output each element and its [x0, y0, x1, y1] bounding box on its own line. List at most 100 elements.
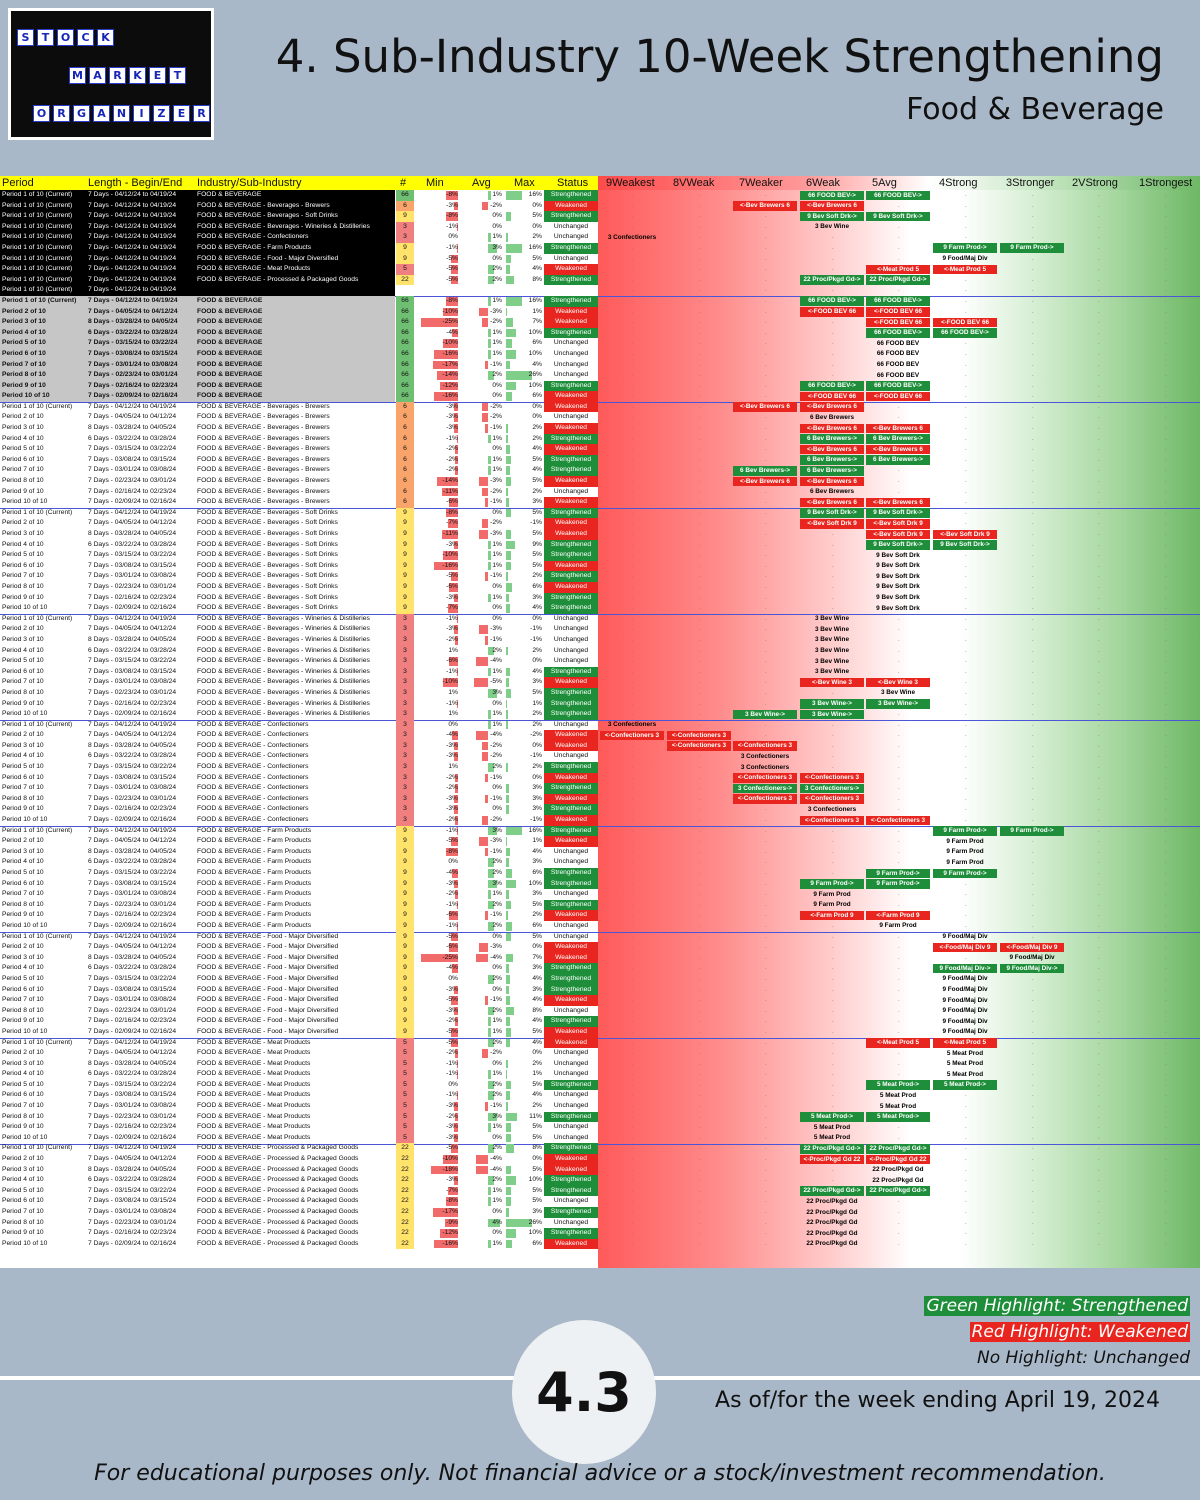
cell-length: 8 Days - 03/28/24 to 04/05/24 [88, 953, 177, 961]
cell-max: -1% [530, 635, 542, 643]
empty-cell: . [898, 806, 900, 813]
cell-max: 4% [532, 847, 542, 855]
cell-min: -1% [446, 1059, 458, 1067]
empty-cell: . [1165, 700, 1167, 707]
empty-cell: . [699, 1177, 701, 1184]
cell-industry: FOOD & BEVERAGE - Meat Products [197, 1049, 311, 1057]
empty-cell: . [1165, 562, 1167, 569]
cell-industry: FOOD & BEVERAGE - Beverages - Soft Drink… [197, 508, 338, 516]
empty-cell: . [832, 361, 834, 368]
level-tag: 22 Proc/Pkgd Gd [806, 1208, 858, 1216]
cell-industry: FOOD & BEVERAGE - Beverages - Brewers [197, 402, 330, 410]
empty-cell: . [1165, 1113, 1167, 1120]
table-row: Period 10 of 10 7 Days - 02/09/24 to 02/1… [0, 815, 1200, 826]
cell-min: -12% [442, 1229, 458, 1237]
empty-cell: . [965, 753, 967, 760]
cell-industry: FOOD & BEVERAGE - Beverages - Wineries &… [197, 625, 370, 633]
cell-max: 3% [532, 805, 542, 813]
empty-cell: . [1032, 986, 1034, 993]
status-badge: Weakened [544, 560, 598, 572]
cell-avg: 0% [492, 445, 502, 453]
cell-min: -6% [446, 498, 458, 506]
cell-count: 6 [396, 412, 414, 424]
min-bar [453, 1133, 458, 1143]
empty-cell: . [965, 1187, 967, 1194]
level-tag: 9 Food/Maj Div [942, 986, 988, 994]
empty-cell: . [1098, 668, 1100, 675]
empty-cell: . [1032, 605, 1034, 612]
cell-count: 22 [396, 1238, 414, 1250]
level-tag: <-Bev Soft Drk 9 [866, 518, 930, 529]
level-tag: 5 Meat Prod [946, 1049, 984, 1057]
cell-avg: -1% [490, 635, 502, 643]
cell-industry: FOOD & BEVERAGE - Beverages - Soft Drink… [197, 519, 338, 527]
status-badge: Weakened [544, 518, 598, 529]
cell-max: 4% [532, 604, 542, 612]
table-row: Period 9 of 10 7 Days - 02/16/24 to 02/23… [0, 486, 1200, 498]
empty-cell: . [1098, 1156, 1100, 1163]
cell-avg: -3% [490, 477, 502, 485]
empty-cell: . [632, 499, 634, 506]
empty-cell: . [699, 965, 701, 972]
empty-cell: . [699, 753, 701, 760]
cell-avg: 0% [492, 1133, 502, 1141]
empty-cell: . [898, 202, 900, 209]
cell-max: 5% [532, 1197, 542, 1205]
cell-industry: FOOD & BEVERAGE [197, 392, 263, 400]
cell-length: 7 Days - 04/05/24 to 04/12/24 [88, 837, 177, 845]
cell-max: 8% [532, 1006, 542, 1014]
logo-letter: T [169, 67, 186, 84]
empty-cell: . [1165, 732, 1167, 739]
cell-period: Period 4 of 10 [2, 858, 44, 866]
empty-cell: . [1098, 901, 1100, 908]
empty-cell: . [632, 795, 634, 802]
cell-length: 7 Days - 03/15/24 to 03/22/24 [88, 445, 177, 453]
cell-count: 9 [396, 539, 414, 551]
cell-length: 7 Days - 02/23/24 to 03/01/24 [88, 900, 177, 908]
cell-avg: 3% [492, 688, 502, 696]
empty-cell: . [632, 509, 634, 516]
empty-cell: . [765, 266, 767, 273]
level-tag: <-Food/Maj Div 9 [1000, 942, 1064, 953]
cell-avg: 0% [492, 784, 502, 792]
status-badge: Unchanged [553, 413, 589, 421]
avg-bar [488, 551, 491, 560]
empty-cell: . [1032, 689, 1034, 696]
status-badge: Unchanged [553, 1197, 589, 1205]
group-separator [0, 296, 1200, 297]
empty-cell: . [965, 1209, 967, 1215]
empty-cell: . [1032, 742, 1034, 749]
cell-industry: FOOD & BEVERAGE - Beverages - Brewers [197, 477, 330, 485]
empty-cell: . [699, 276, 701, 283]
empty-cell: . [1098, 1240, 1100, 1247]
cell-length: 7 Days - 04/12/24 to 04/19/24 [88, 243, 177, 251]
empty-cell: . [699, 689, 701, 696]
logo-letter: T [37, 29, 54, 46]
cell-max: 7% [532, 953, 542, 961]
empty-cell: . [1165, 721, 1167, 728]
empty-cell: . [1165, 308, 1167, 315]
empty-cell: . [765, 552, 767, 559]
empty-cell: . [965, 594, 967, 601]
empty-cell: . [699, 329, 701, 336]
empty-cell: . [765, 838, 767, 845]
level-tag: <-Bev Soft Drk 9 [866, 529, 930, 540]
logo-letter: E [173, 105, 190, 122]
empty-cell: . [765, 912, 767, 919]
empty-cell: . [765, 859, 767, 866]
cell-min: -5% [446, 254, 458, 262]
min-bar [453, 1176, 458, 1185]
empty-cell: . [1165, 636, 1167, 643]
cell-industry: FOOD & BEVERAGE - Confectioners [197, 741, 309, 749]
level-tag: 9 Bev Soft Drk-> [933, 540, 997, 550]
empty-cell: . [965, 467, 967, 474]
max-bar [506, 1102, 508, 1111]
empty-cell: . [1098, 1018, 1100, 1025]
level-tag: 9 Farm Prod [946, 837, 984, 845]
cell-count: 6 [396, 465, 414, 477]
table-row: Period 6 of 10 7 Days - 03/08/24 to 03/15… [0, 772, 1200, 784]
cell-period: Period 6 of 10 [2, 985, 44, 993]
empty-cell: . [632, 859, 634, 866]
empty-cell: . [1098, 891, 1100, 898]
status-badge: Strengthened [544, 825, 598, 837]
